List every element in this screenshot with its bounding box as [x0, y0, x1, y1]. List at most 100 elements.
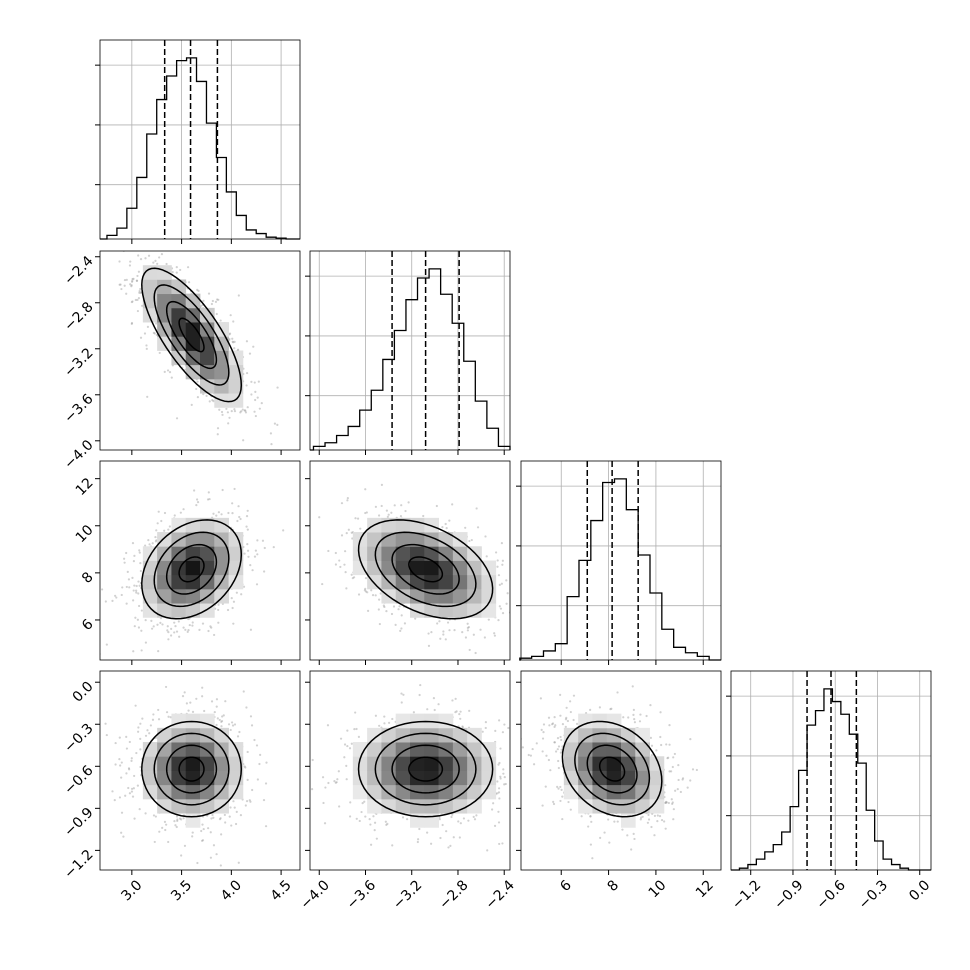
density-panel-2-0: [95, 460, 301, 665]
scatter-point: [246, 543, 249, 546]
scatter-point: [345, 764, 348, 767]
scatter-point: [344, 550, 347, 553]
scatter-point: [133, 774, 136, 778]
scatter-point: [141, 717, 144, 720]
scatter-point: [335, 781, 338, 784]
scatter-point: [497, 763, 500, 766]
density-cell: [424, 560, 439, 576]
scatter-point: [130, 321, 134, 325]
scatter-point: [497, 619, 500, 622]
contour-line: [408, 556, 444, 583]
scatter-point: [240, 410, 243, 413]
scatter-point: [230, 721, 234, 724]
density-cell: [171, 574, 187, 590]
density-cell: [185, 293, 201, 309]
scatter-point: [154, 535, 157, 539]
scatter-point: [217, 298, 220, 301]
scatter-point: [400, 627, 403, 630]
density-panel-3-2: [516, 670, 722, 875]
scatter-point: [197, 289, 200, 292]
scatter-point: [369, 823, 372, 826]
scatter-point: [125, 292, 128, 295]
scatter-point: [163, 529, 166, 532]
scatter-point: [346, 499, 349, 502]
scatter-point: [175, 417, 179, 420]
scatter-point: [153, 332, 156, 335]
histogram-panel-3: [726, 670, 932, 875]
scatter-point: [361, 802, 364, 805]
scatter-point: [214, 300, 218, 303]
density-cell: [214, 727, 229, 743]
scatter-point: [240, 593, 243, 596]
scatter-point: [503, 783, 506, 786]
scatter-point: [282, 529, 285, 532]
scatter-point: [181, 695, 185, 698]
density-cell: [410, 798, 425, 814]
scatter-point: [511, 574, 513, 576]
scatter-point: [201, 839, 205, 842]
scatter-point: [176, 819, 179, 822]
scatter-point: [185, 702, 188, 705]
scatter-point: [183, 844, 187, 847]
scatter-point: [502, 772, 505, 775]
scatter-point: [496, 792, 499, 795]
scatter-point: [531, 585, 533, 587]
scatter-point: [242, 690, 245, 693]
scatter-point: [216, 298, 219, 301]
scatter-point: [492, 802, 495, 805]
density-cell: [367, 784, 382, 800]
scatter-point: [115, 596, 118, 599]
scatter-point: [158, 256, 161, 259]
scatter-point: [241, 408, 244, 411]
scatter-point: [101, 588, 104, 591]
scatter-point: [272, 545, 275, 549]
scatter-point: [161, 243, 163, 245]
density-cell: [438, 784, 454, 800]
scatter-point: [173, 514, 176, 517]
density-cell: [228, 378, 244, 394]
scatter-point: [261, 539, 265, 542]
scatter-point: [233, 806, 236, 809]
scatter-point: [377, 608, 380, 611]
scatter-point: [507, 726, 510, 730]
scatter-point: [318, 516, 321, 519]
scatter-point: [402, 693, 405, 696]
scatter-point: [166, 629, 169, 632]
scatter-point: [202, 827, 205, 831]
scatter-point: [207, 629, 210, 633]
scatter-point: [493, 632, 496, 635]
scatter-point: [137, 297, 141, 300]
scatter-point: [444, 638, 447, 641]
histogram-panel-2: [516, 460, 722, 665]
scatter-point: [349, 801, 352, 804]
density-cell: [452, 770, 468, 786]
scatter-point: [258, 762, 261, 766]
scatter-point: [260, 402, 263, 405]
scatter-point: [466, 629, 469, 632]
scatter-point: [127, 578, 131, 581]
scatter-point: [168, 525, 171, 528]
scatter-point: [236, 519, 239, 523]
scatter-point: [75, 206, 77, 208]
scatter-point: [118, 736, 121, 739]
scatter-point: [326, 724, 330, 727]
scatter-point: [256, 396, 259, 399]
scatter-point: [245, 340, 249, 343]
scatter-point: [202, 393, 205, 396]
scatter-point: [366, 609, 370, 612]
scatter-point: [229, 728, 232, 732]
scatter-point: [459, 710, 462, 713]
scatter-point: [146, 729, 149, 732]
scatter-point: [496, 565, 499, 568]
scatter-point: [215, 723, 218, 727]
scatter-point: [167, 638, 170, 641]
scatter-point: [257, 380, 260, 383]
contour-line: [141, 519, 243, 620]
scatter-point: [191, 621, 194, 624]
scatter-point: [227, 723, 231, 726]
scatter-point: [387, 513, 390, 516]
scatter-point: [184, 628, 187, 631]
scatter-point: [186, 266, 190, 269]
scatter-point: [187, 709, 190, 712]
scatter-point: [485, 555, 488, 558]
